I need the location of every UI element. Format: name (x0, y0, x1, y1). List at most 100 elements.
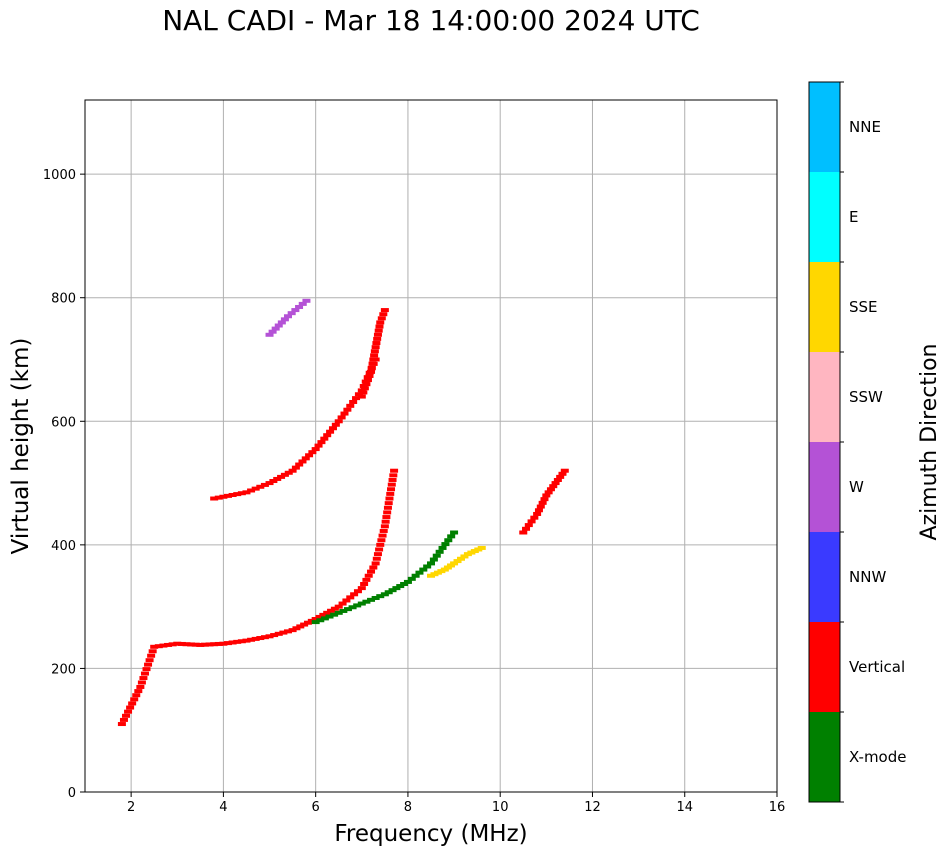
echo-mark (396, 584, 405, 589)
echo-mark (224, 493, 233, 498)
echo-mark (522, 526, 531, 531)
echo-mark (427, 561, 435, 566)
colorbar-label: SSW (849, 388, 883, 406)
echo-mark (342, 598, 351, 603)
echo-mark (359, 383, 368, 388)
echo-mark (556, 474, 565, 479)
plot-frame (84, 99, 778, 793)
echo-mark (148, 649, 157, 654)
x-tick-label: 4 (219, 800, 227, 815)
echo-mark (549, 484, 558, 489)
echo-mark (187, 642, 196, 647)
echo-mark (370, 349, 379, 354)
echo-mark (429, 557, 438, 562)
echo-mark (377, 538, 386, 543)
colorbar-segment (809, 622, 840, 712)
echo-mark (372, 556, 381, 561)
colorbar-frame (808, 81, 841, 803)
colorbar-segment (809, 712, 840, 802)
echo-mark (387, 487, 396, 492)
echo-mark (369, 361, 378, 366)
echo-mark (403, 579, 412, 584)
echo-mark (343, 407, 352, 412)
echo-mark (389, 473, 398, 478)
echo-mark (288, 468, 297, 473)
echo-mark (378, 533, 387, 538)
echo-mark (380, 524, 389, 529)
echo-mark (136, 684, 145, 689)
echo-mark (168, 642, 177, 647)
echo-mark (558, 471, 567, 476)
echo-mark (237, 639, 246, 644)
echo-mark (390, 468, 399, 473)
colorbar-segment (809, 442, 840, 532)
echo-mark (305, 453, 314, 458)
echo-mark (291, 465, 300, 470)
echo-mark (353, 603, 362, 608)
echo-mark (331, 422, 340, 427)
echo-mark (350, 592, 359, 597)
colorbar-label: E (849, 208, 858, 226)
echo-mark (346, 403, 355, 408)
echo-mark (374, 328, 383, 333)
echo-mark (357, 394, 366, 399)
echo-mark (191, 642, 200, 647)
echo-mark (536, 504, 545, 509)
echo-mark (164, 642, 173, 647)
x-tick-label: 14 (676, 800, 693, 815)
echo-mark (280, 317, 289, 322)
colorbar-label: NNE (849, 118, 881, 136)
echo-mark (247, 637, 256, 642)
echo-mark (540, 497, 549, 502)
echo-mark (533, 511, 542, 516)
echo-mark (359, 390, 368, 395)
chart-title: NAL CADI - Mar 18 14:00:00 2024 UTC (162, 4, 700, 37)
echo-mark (291, 308, 300, 313)
marks-layer (117, 298, 569, 727)
echo-mark (314, 443, 323, 448)
echo-mark (337, 415, 346, 420)
echo-mark (376, 320, 385, 325)
echo-mark (154, 644, 163, 649)
echo-mark (348, 605, 357, 610)
echo-mark (145, 658, 154, 663)
echo-mark (311, 617, 320, 621)
echo-mark (373, 552, 382, 557)
echo-mark (119, 717, 128, 722)
y-tick-label: 800 (51, 292, 76, 307)
colorbar-label: W (849, 478, 864, 496)
echo-mark (132, 693, 141, 698)
colorbar-segment (809, 352, 840, 442)
x-axis-label: Frequency (MHz) (334, 821, 527, 847)
echo-mark (349, 399, 358, 404)
echo-mark (237, 491, 246, 496)
echo-mark (325, 614, 334, 619)
echo-mark (273, 476, 282, 481)
echo-mark (150, 644, 159, 649)
echo-mark (279, 630, 288, 635)
echo-mark (137, 680, 146, 685)
echo-mark (256, 484, 265, 489)
echo-mark (371, 357, 380, 362)
echo-mark (354, 392, 363, 397)
echo-mark (323, 610, 332, 615)
echo-mark (200, 642, 209, 647)
colorbar-segment (809, 262, 840, 352)
echo-mark (311, 620, 320, 625)
echo-mark (339, 608, 348, 613)
echo-mark (274, 631, 283, 636)
echo-mark (423, 564, 432, 569)
echo-mark (530, 515, 539, 520)
echo-mark (441, 542, 450, 547)
echo-mark (147, 653, 156, 658)
echo-mark (134, 689, 143, 694)
y-tick-label: 400 (51, 539, 76, 554)
echo-mark (247, 488, 256, 493)
echo-mark (295, 462, 304, 467)
echo-mark (330, 606, 339, 611)
echo-mark (381, 519, 390, 524)
echo-mark (283, 629, 292, 634)
colorbar-segment (809, 172, 840, 262)
echo-mark (388, 588, 397, 593)
